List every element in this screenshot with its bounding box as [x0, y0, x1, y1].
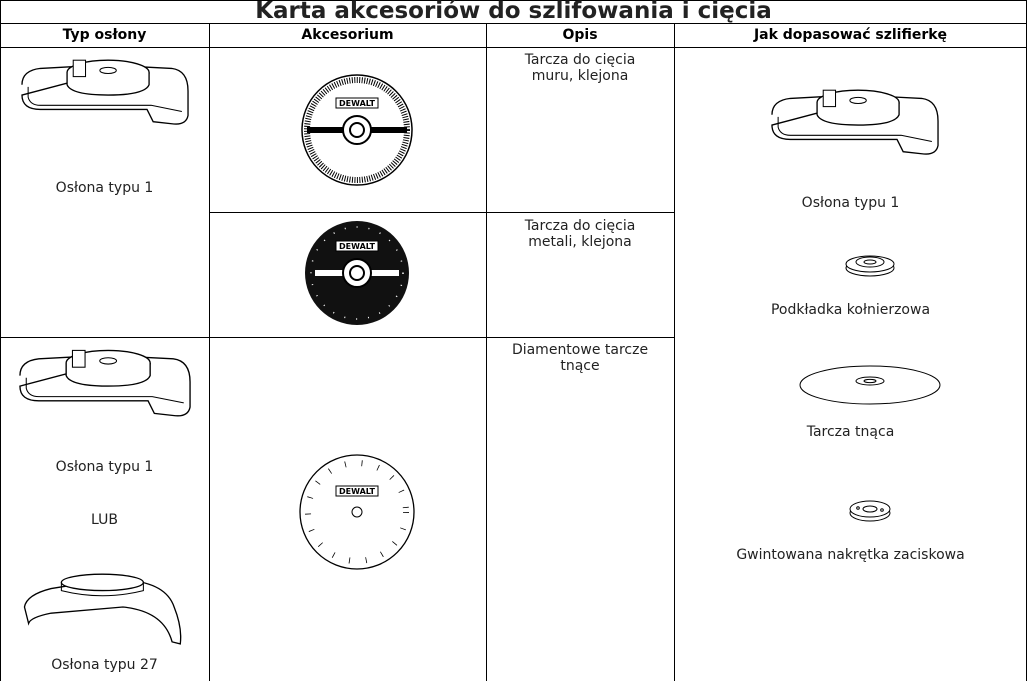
- guard27-icon: [23, 573, 182, 645]
- description: Diamentowe tarcze tnące: [511, 342, 649, 374]
- column-header: Typ osłony: [62, 27, 147, 43]
- column-header: Akcesorium: [301, 27, 394, 43]
- or-label: LUB: [91, 512, 118, 528]
- brand-label: DEWALT: [339, 487, 376, 496]
- cutting-disc-icon: [799, 365, 941, 405]
- column-header: Opis: [562, 27, 598, 43]
- description: Tarcza do cięcia muru, klejona: [524, 52, 636, 84]
- masonry-disc: DEWALT: [301, 74, 413, 186]
- guard-icon: [19, 349, 191, 417]
- nut-icon: [849, 500, 891, 522]
- guard-icon: [771, 89, 939, 155]
- guard-label: Osłona typu 1: [55, 459, 154, 475]
- diamond-disc: DEWALT: [299, 454, 415, 570]
- guard-label: Osłona typu 1: [55, 180, 154, 196]
- flange-icon: [845, 255, 895, 277]
- guard-icon: [21, 59, 189, 125]
- column-header: Jak dopasować szlifierkę: [753, 27, 948, 43]
- brand-label: DEWALT: [339, 99, 376, 108]
- metal-disc: DEWALT: [305, 221, 409, 325]
- guard-label: Osłona typu 27: [51, 657, 158, 673]
- fitting-label: Tarcza tnąca: [806, 424, 895, 440]
- description: Tarcza do cięcia metali, klejona: [524, 218, 636, 250]
- fitting-label: Osłona typu 1: [801, 195, 900, 211]
- fitting-label: Gwintowana nakrętka zaciskowa: [736, 547, 965, 563]
- title: Karta akcesoriów do szlifowania i cięcia: [255, 0, 772, 24]
- brand-label: DEWALT: [339, 242, 376, 251]
- fitting-label: Podkładka kołnierzowa: [770, 302, 931, 318]
